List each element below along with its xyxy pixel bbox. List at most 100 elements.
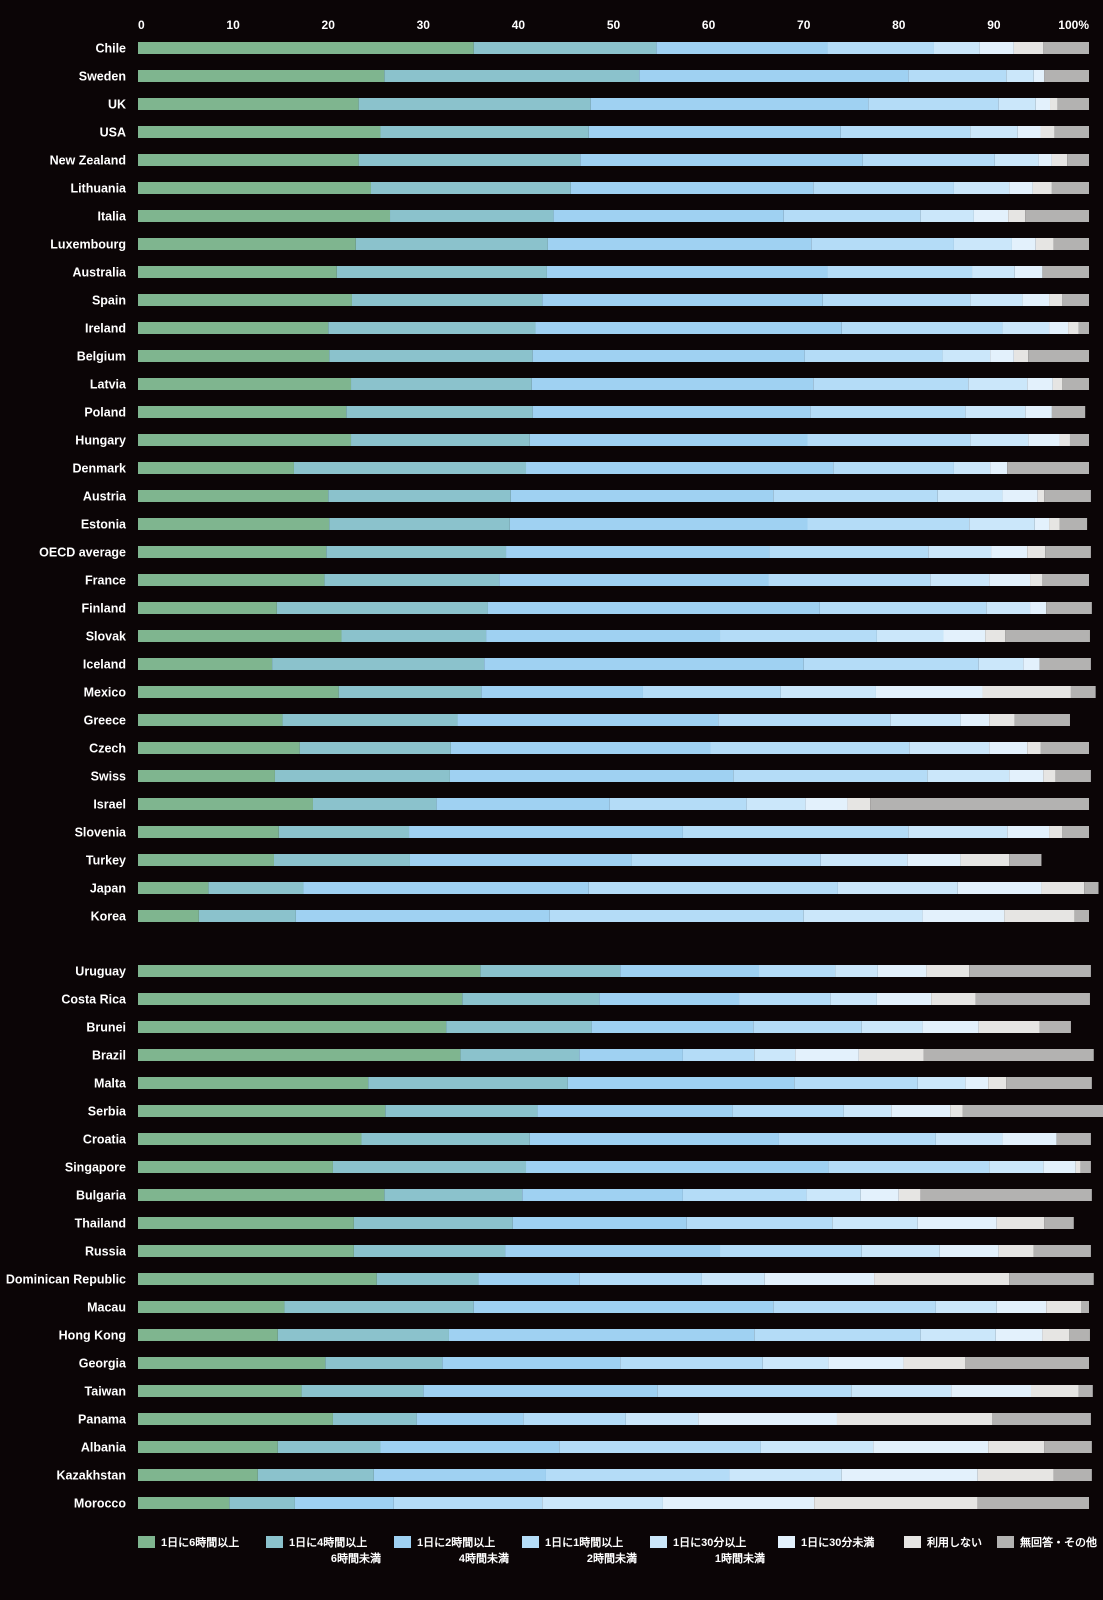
bar-segment <box>926 965 970 977</box>
bar-segment <box>545 1469 730 1481</box>
bar-segment <box>484 658 804 670</box>
bar-segment <box>903 1357 966 1369</box>
bar-segment <box>830 993 877 1005</box>
row-label: Mexico <box>84 686 127 700</box>
bar-segment <box>138 1077 369 1089</box>
bar-segment <box>819 602 987 614</box>
bar-segment <box>877 965 927 977</box>
bar-segment <box>138 993 463 1005</box>
bar-segment <box>989 1161 1044 1173</box>
row-label: Uruguay <box>75 965 126 979</box>
bar-segment <box>960 854 1010 866</box>
bar-segment <box>803 910 923 922</box>
bar-segment <box>1040 126 1055 138</box>
bar-segment <box>890 714 961 726</box>
row-label: Hong Kong <box>59 1329 126 1343</box>
bar-segment <box>609 798 747 810</box>
row-label: Croatia <box>83 1133 127 1147</box>
bar-segment <box>481 686 643 698</box>
bar-segment <box>642 686 781 698</box>
bar-segment <box>1025 406 1052 418</box>
bar-segment <box>329 518 510 530</box>
bar-segment <box>1014 714 1070 726</box>
bar-segment <box>1054 126 1089 138</box>
bar-segment <box>1022 294 1050 306</box>
bar-segment <box>1035 98 1051 110</box>
bar-segment <box>473 42 657 54</box>
bar-segment <box>522 1189 683 1201</box>
bar-segment <box>328 322 536 334</box>
bar-segment <box>833 462 954 474</box>
row-label: Finland <box>82 602 126 616</box>
bar-segment <box>138 490 329 502</box>
bar-segment <box>1069 434 1089 446</box>
bar-segment <box>1062 826 1089 838</box>
bar-segment <box>380 1441 560 1453</box>
bar-segment <box>208 882 304 894</box>
bar-segment <box>851 1385 952 1397</box>
legend-label-line2: 1時間未満 <box>715 1551 765 1565</box>
bar-segment <box>138 1189 385 1201</box>
bar-segment <box>931 993 976 1005</box>
bar-segment <box>409 826 683 838</box>
bar-segment <box>1067 154 1089 166</box>
bar-segment <box>580 154 863 166</box>
bar-segment <box>1013 42 1044 54</box>
bar-segment <box>769 546 929 558</box>
bar-segment <box>512 1217 687 1229</box>
bar-segment <box>332 1413 417 1425</box>
bar-segment <box>990 462 1008 474</box>
bar-segment <box>324 574 500 586</box>
bar-segment <box>457 714 719 726</box>
bar-segment <box>567 1077 795 1089</box>
bar-segment <box>353 1245 506 1257</box>
bar-segment <box>138 322 329 334</box>
bar-segment <box>588 882 838 894</box>
bar-segment <box>346 406 533 418</box>
row-label: Poland <box>84 406 126 420</box>
bar-segment <box>138 182 371 194</box>
x-tick-label: 40 <box>512 18 526 32</box>
legend-label: 利用しない <box>927 1535 982 1549</box>
row-label: Morocco <box>74 1497 126 1511</box>
bar-segment <box>662 1497 815 1509</box>
bar-segment <box>1049 322 1069 334</box>
x-tick-label: 60 <box>702 18 716 32</box>
bar-segment <box>138 210 391 222</box>
row-label: Iceland <box>83 658 126 672</box>
row-label: Brazil <box>92 1049 126 1063</box>
bar-segment <box>198 910 296 922</box>
row-label: Thailand <box>75 1217 126 1231</box>
bar-segment <box>759 965 836 977</box>
bar-segment <box>446 1021 592 1033</box>
bar-segment <box>995 1329 1043 1341</box>
row-label: Serbia <box>88 1105 127 1119</box>
legend-label: 1日に4時間以上 <box>289 1535 367 1549</box>
bar-segment <box>282 714 458 726</box>
legend-label: 無回答・その他 <box>1020 1535 1097 1549</box>
bar-segment <box>841 1469 978 1481</box>
bar-segment <box>523 1413 626 1425</box>
bar-segment <box>351 294 543 306</box>
bar-segment <box>1051 182 1089 194</box>
legend-label: 1日に30分未満 <box>801 1535 874 1549</box>
bar-segment <box>138 462 294 474</box>
legend-swatch <box>778 1536 795 1548</box>
row-label: Malta <box>94 1077 127 1091</box>
bar-segment <box>768 574 931 586</box>
bar-segment <box>542 294 823 306</box>
bar-segment <box>988 1077 1007 1089</box>
bar-segment <box>138 406 347 418</box>
row-label: Russia <box>85 1245 127 1259</box>
bar-segment <box>840 126 971 138</box>
bar-segment <box>138 910 199 922</box>
bar-segment <box>803 658 979 670</box>
bar-segment <box>813 378 969 390</box>
bar-segment <box>1052 378 1063 390</box>
bar-segment <box>1070 686 1096 698</box>
legend-swatch <box>650 1536 667 1548</box>
bar-segment <box>526 1161 829 1173</box>
bar-segment <box>1035 238 1054 250</box>
bar-segment <box>827 266 973 278</box>
bar-segment <box>529 434 808 446</box>
